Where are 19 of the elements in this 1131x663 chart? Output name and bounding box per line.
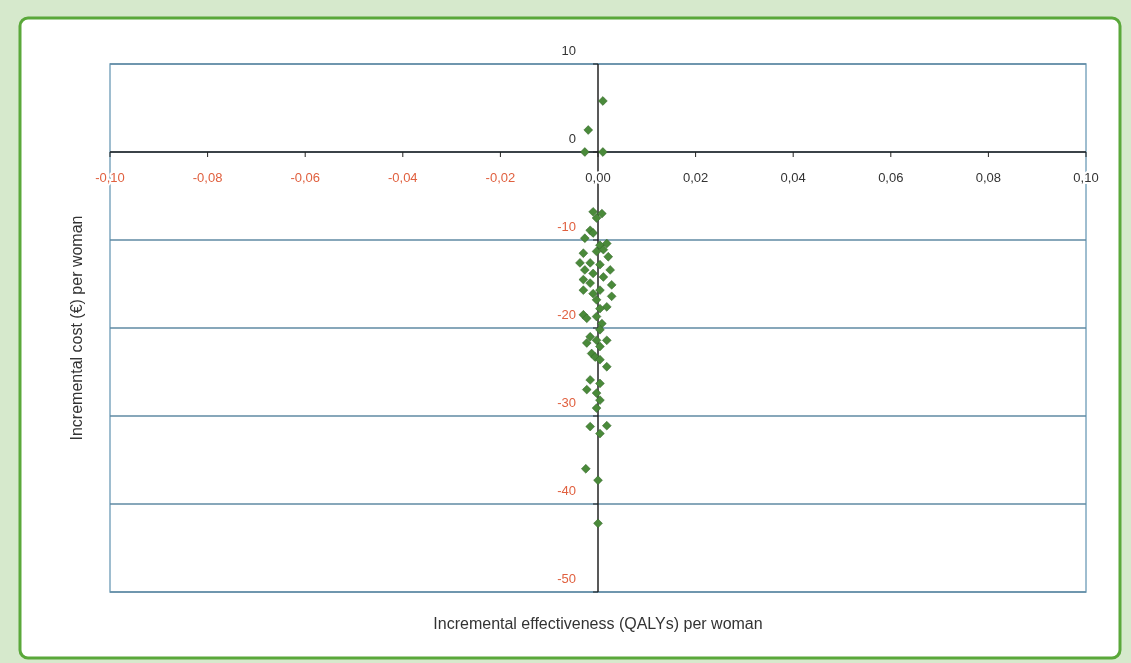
x-tick-label: 0,04: [780, 170, 806, 185]
x-tick-label: 0,06: [878, 170, 904, 185]
y-tick-label: -20: [557, 307, 576, 322]
y-axis-title: Incremental cost (€) per woman: [68, 215, 85, 441]
x-tick-label: -0,10: [95, 170, 125, 185]
y-tick-label: -30: [557, 395, 576, 410]
y-tick-label: -50: [557, 571, 576, 586]
x-axis-title: Incremental effectiveness (QALYs) per woman: [433, 615, 763, 632]
y-tick-label: -40: [557, 483, 576, 498]
x-tick-label: 0,08: [975, 170, 1002, 185]
x-tick-label: -0,04: [387, 170, 418, 185]
x-tick-label: 0,10: [1073, 170, 1099, 185]
y-tick-label: -10: [557, 219, 576, 234]
y-tick-label: 0: [568, 131, 576, 146]
x-tick-label: -0,08: [192, 170, 223, 185]
y-tick-label: 10: [561, 43, 576, 58]
x-tick-label: -0,02: [485, 170, 516, 185]
x-tick-label: 0,02: [682, 170, 709, 185]
x-tick-label: -0,06: [290, 170, 321, 185]
